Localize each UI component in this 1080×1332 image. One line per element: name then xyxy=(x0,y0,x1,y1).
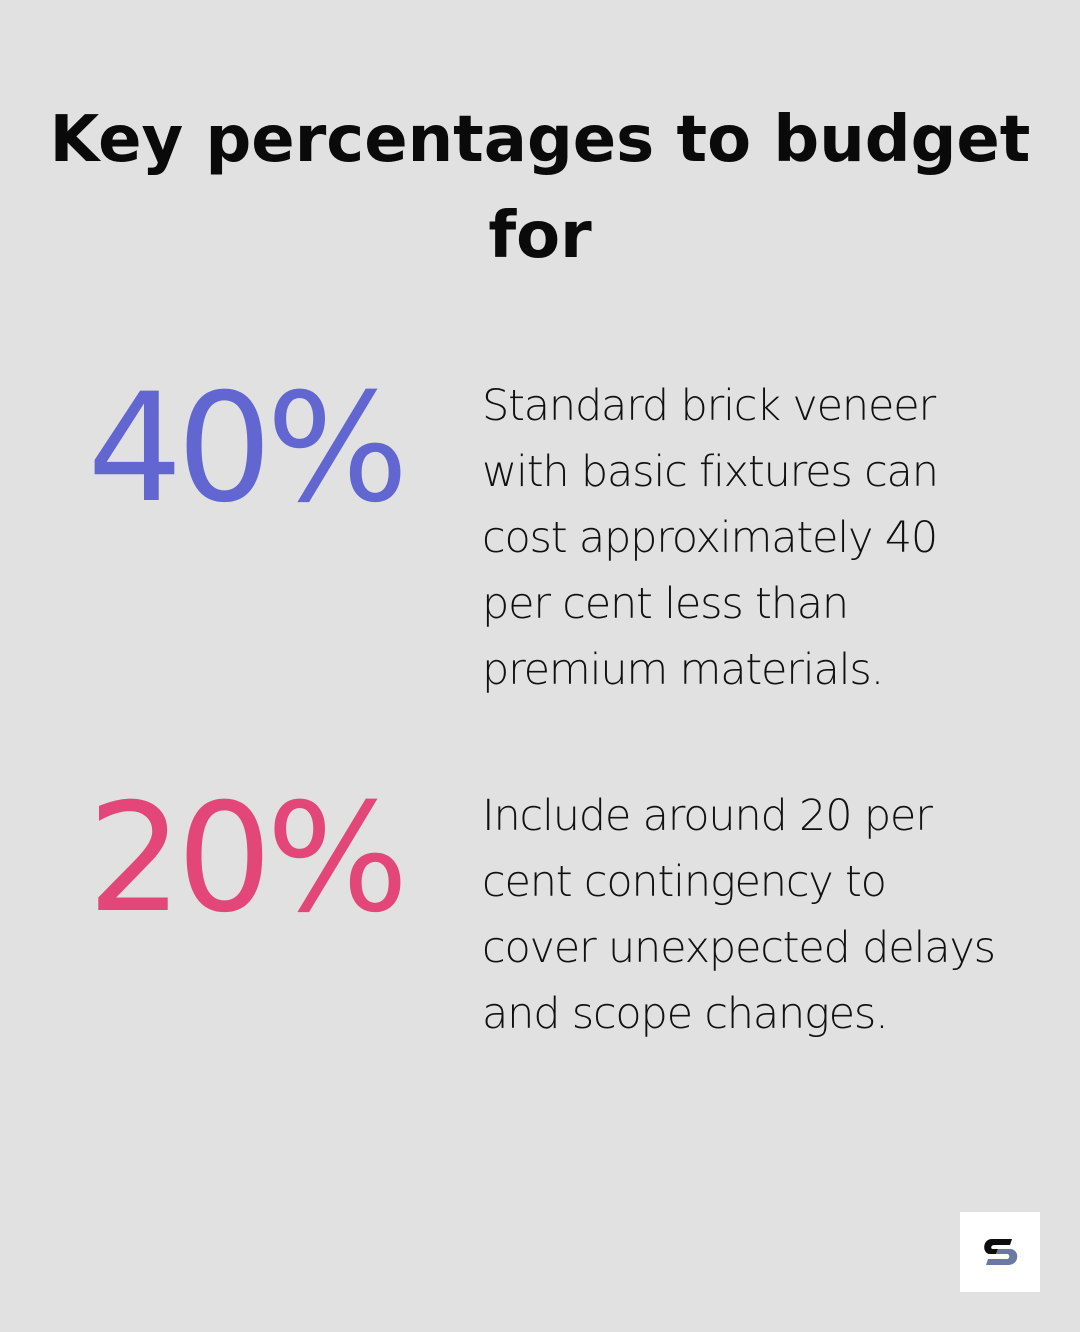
stat-description-20: Include around 20 per cent contingency t… xyxy=(482,791,996,1039)
stat-value-20: 20% xyxy=(87,772,408,946)
brand-logo xyxy=(960,1212,1040,1292)
stat-value-40: 40% xyxy=(87,362,408,536)
page-title: Key percentages to budget for xyxy=(49,103,1031,273)
stat-description-40: Standard brick veneer with basic fixture… xyxy=(482,381,939,695)
brand-s-logo-icon xyxy=(984,1239,1018,1265)
